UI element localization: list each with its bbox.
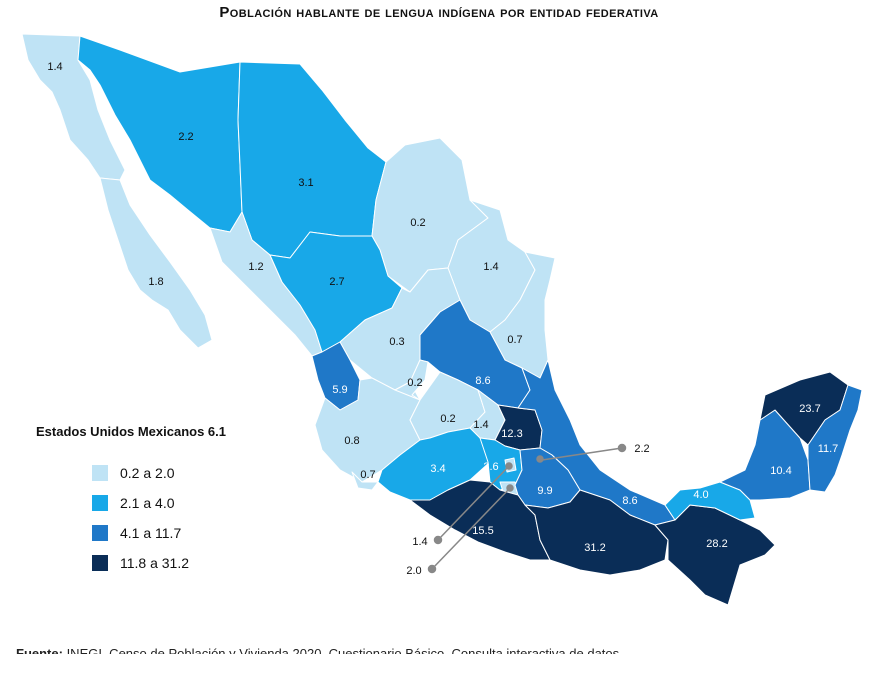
leader-dot-tlaxcala (617, 443, 627, 453)
value-cdmx: 1.4 (412, 536, 427, 548)
leader-line-cdmx (437, 465, 510, 541)
leader-dot-cdmx-state (505, 462, 513, 470)
value-tamaulipas: 0.7 (507, 334, 522, 346)
value-durango: 2.7 (329, 276, 344, 288)
leader-dot-cdmx (433, 535, 443, 545)
legend-label: 0.2 a 2.0 (120, 465, 175, 481)
legend: 0.2 a 2.0 2.1 a 4.0 4.1 a 11.7 11.8 a 31… (92, 458, 189, 578)
value-sinaloa: 1.2 (248, 261, 263, 273)
legend-label: 2.1 a 4.0 (120, 495, 175, 511)
state-chihuahua (237, 61, 387, 259)
national-total-label: Estados Unidos Mexicanos 6.1 (36, 424, 227, 439)
value-aguascalientes: 0.2 (407, 377, 422, 389)
legend-item: 2.1 a 4.0 (92, 488, 189, 518)
leader-dot-morelos-state (506, 484, 514, 492)
value-nayarit: 5.9 (332, 384, 347, 396)
value-san-luis-potosi: 8.6 (475, 375, 490, 387)
legend-swatch (92, 495, 108, 511)
value-oaxaca: 31.2 (584, 542, 605, 554)
state-chiapas (654, 504, 776, 606)
value-chihuahua: 3.1 (298, 177, 313, 189)
value-morelos: 2.0 (406, 565, 421, 577)
value-baja-california-sur: 1.8 (148, 276, 163, 288)
leader-dot-tlaxcala-state (536, 455, 544, 463)
legend-swatch (92, 525, 108, 541)
leader-line-tlaxcala (541, 447, 623, 461)
value-tlaxcala: 2.2 (634, 443, 649, 455)
value-puebla: 9.9 (537, 485, 552, 497)
source-prefix: Fuente: (16, 646, 63, 654)
leader-line-morelos (431, 487, 511, 570)
legend-item: 0.2 a 2.0 (92, 458, 189, 488)
legend-swatch (92, 555, 108, 571)
state-oaxaca (524, 489, 669, 576)
map-title: Población hablante de lengua indígena po… (219, 4, 659, 21)
source-note: Fuente: INEGI. Censo de Población y Vivi… (16, 644, 876, 654)
value-nuevo-leon: 1.4 (483, 261, 498, 273)
legend-swatch (92, 465, 108, 481)
value-michoacan: 3.4 (430, 463, 445, 475)
value-edomex: 2.6 (483, 461, 498, 473)
value-zacatecas: 0.3 (389, 336, 404, 348)
value-campeche: 10.4 (770, 465, 791, 477)
state-tabasco (664, 481, 756, 521)
value-quintana-roo: 11.7 (818, 443, 839, 455)
value-chiapas: 28.2 (706, 538, 727, 550)
value-yucatan: 23.7 (799, 403, 820, 415)
value-jalisco: 0.8 (344, 435, 359, 447)
legend-item: 4.1 a 11.7 (92, 518, 189, 548)
legend-label: 11.8 a 31.2 (120, 555, 190, 571)
leader-dot-morelos (427, 564, 437, 574)
legend-item: 11.8 a 31.2 (92, 548, 189, 578)
state-colima (351, 471, 379, 491)
value-coahuila: 0.2 (410, 217, 425, 229)
value-queretaro: 1.4 (473, 419, 488, 431)
value-sonora: 2.2 (178, 131, 193, 143)
value-baja-california: 1.4 (47, 61, 62, 73)
state-aguascalientes (394, 359, 429, 401)
value-guanajuato: 0.2 (440, 413, 455, 425)
source-text: INEGI. Censo de Población y Vivienda 202… (62, 646, 623, 654)
state-baja-california-sur (99, 177, 213, 349)
value-colima: 0.7 (360, 469, 375, 481)
value-veracruz: 8.6 (622, 495, 637, 507)
legend-label: 4.1 a 11.7 (120, 525, 182, 541)
state-quintana-roo (807, 384, 863, 493)
value-guerrero: 15.5 (472, 525, 493, 537)
value-hidalgo: 12.3 (501, 428, 522, 440)
value-tabasco: 4.0 (693, 489, 708, 501)
